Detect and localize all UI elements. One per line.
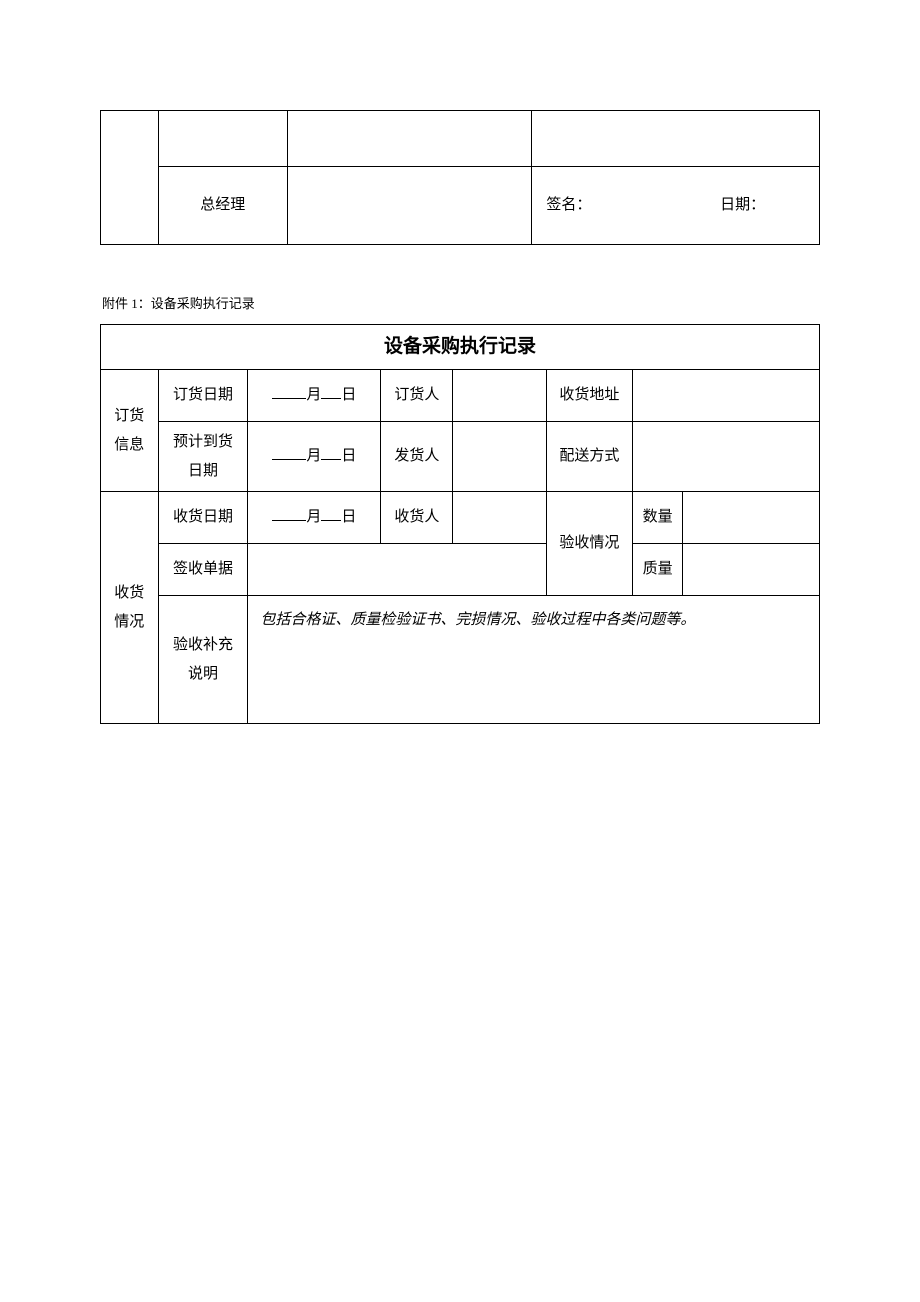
record-table: 设备采购执行记录 订货信息 订货日期 月日 订货人 收货地址 预计到货日期 月日… [100, 324, 820, 724]
expected-date-label: 预计到货日期 [158, 422, 248, 492]
receive-date-fill: 月日 [248, 492, 381, 544]
quality-label: 质量 [633, 544, 683, 596]
qty-label: 数量 [633, 492, 683, 544]
shipper-label: 发货人 [381, 422, 453, 492]
sig-mid-blank-2 [287, 167, 531, 245]
expected-date-fill: 月日 [248, 422, 381, 492]
receive-section-label: 收货情况 [101, 492, 159, 724]
receive-date-label: 收货日期 [158, 492, 248, 544]
sign-doc-value [248, 544, 546, 596]
sig-mid-blank-1 [287, 111, 531, 167]
order-date-fill: 月日 [248, 370, 381, 422]
attachment-heading: 附件 1：设备采购执行记录 [102, 293, 820, 312]
orderer-label: 订货人 [381, 370, 453, 422]
sig-sign-date-cell: 签名： 日期： [532, 167, 820, 245]
order-section-label: 订货信息 [101, 370, 159, 492]
sig-role-blank [158, 111, 287, 167]
document-page: 总经理 签名： 日期： 附件 1：设备采购执行记录 设备采购执行记录 订货信息 … [0, 0, 920, 724]
signature-table: 总经理 签名： 日期： [100, 110, 820, 245]
accept-note-label: 验收补充说明 [158, 596, 248, 724]
accept-status-label: 验收情况 [546, 492, 632, 596]
qty-value [683, 492, 820, 544]
orderer-value [453, 370, 546, 422]
sig-role-label: 总经理 [158, 167, 287, 245]
signature-label: 签名： [546, 191, 591, 220]
quality-value [683, 544, 820, 596]
shipper-value [453, 422, 546, 492]
record-title: 设备采购执行记录 [101, 325, 820, 370]
order-date-label: 订货日期 [158, 370, 248, 422]
sign-doc-label: 签收单据 [158, 544, 248, 596]
ship-method-label: 配送方式 [546, 422, 632, 492]
ship-method-value [633, 422, 820, 492]
date-label: 日期： [720, 191, 765, 220]
accept-note-hint: 包括合格证、质量检验证书、完损情况、验收过程中各类问题等。 [248, 596, 820, 724]
sig-right-blank-1 [532, 111, 820, 167]
ship-address-label: 收货地址 [546, 370, 632, 422]
receiver-label: 收货人 [381, 492, 453, 544]
sig-col-blank-left [101, 111, 159, 245]
ship-address-value [633, 370, 820, 422]
receiver-value [453, 492, 546, 544]
